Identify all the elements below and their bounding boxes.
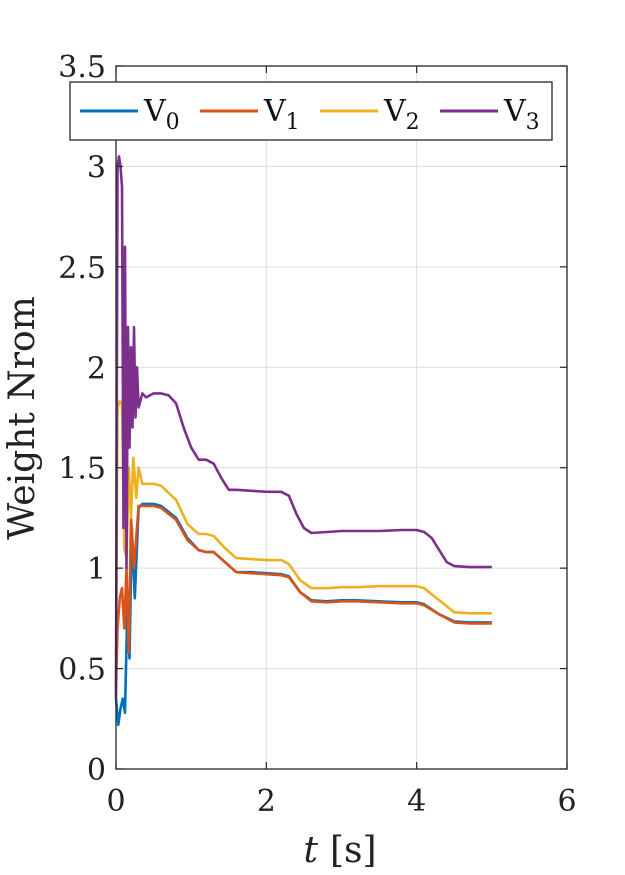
series-line-v3 — [114, 155, 492, 699]
y-tick-labels: 0 0.5 1 1.5 2 2.5 3 3.5 — [58, 50, 106, 788]
x-tick-labels: 0 2 4 6 — [106, 784, 576, 819]
y-tick-label: 1 — [87, 552, 106, 587]
y-tick-label: 0 — [87, 753, 106, 788]
y-tick-label: 3.5 — [58, 50, 106, 85]
ticks — [115, 65, 568, 770]
x-tick-label: 0 — [106, 784, 125, 819]
y-tick-label: 1.5 — [58, 452, 106, 487]
series-group — [114, 155, 492, 727]
legend-label-v0: V0 — [143, 94, 180, 135]
legend-label-v1: V1 — [263, 94, 300, 135]
legend: V0 V1 V2 V3 — [69, 81, 553, 141]
y-axis-label: Weight Nrom — [2, 296, 43, 540]
legend-label-v2: V2 — [383, 94, 420, 135]
legend-label-v3: V3 — [503, 94, 540, 135]
plot-area — [116, 66, 567, 769]
y-tick-label: 2.5 — [58, 251, 106, 286]
x-tick-label: 4 — [407, 784, 426, 819]
y-tick-label: 2 — [87, 351, 106, 386]
x-tick-label: 6 — [557, 784, 576, 819]
series-line-v1 — [114, 504, 492, 689]
x-tick-label: 2 — [257, 784, 276, 819]
plot-frame — [115, 65, 568, 770]
x-axis-variable: t — [303, 830, 318, 871]
y-tick-label: 0.5 — [58, 653, 106, 688]
x-axis-label: t [s] — [303, 830, 376, 871]
grid — [116, 66, 567, 769]
x-axis-unit: [s] — [330, 830, 377, 871]
series-line-v2 — [114, 400, 492, 679]
y-tick-label: 3 — [87, 150, 106, 185]
